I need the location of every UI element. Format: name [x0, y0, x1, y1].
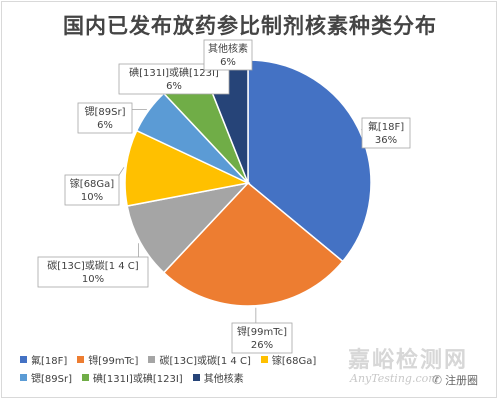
data-label-name: 碘[131I]或碘[123I]	[129, 66, 219, 79]
watermark-sub: AnyTesting.com	[350, 372, 439, 385]
watermark-main: 嘉峪检测网	[348, 348, 469, 373]
label-leader-line	[118, 167, 125, 176]
legend-swatch	[148, 355, 156, 363]
data-label-box	[37, 256, 149, 288]
legend-item: 锝[99mTc]	[77, 352, 138, 367]
legend-label: 碘[131I]或碘[123I]	[93, 373, 183, 385]
chart-title: 国内已发布放药参比制剂核素种类分布	[63, 14, 437, 38]
data-label-name: 锝[99mTc]	[237, 326, 287, 338]
legend-item: 锶[89Sr]	[20, 370, 72, 385]
data-label-value: 10%	[82, 274, 104, 285]
chart-legend: 氟[18F] 锝[99mTc] 碳[13C]或碳[1 4 C] 镓[68Ga] 锶[8…	[20, 350, 340, 386]
data-label-box	[203, 39, 253, 71]
legend-item: 氟[18F]	[20, 352, 67, 367]
data-label-name: 氟[18F]	[368, 120, 404, 133]
data-label-name: 镓[68Ga]	[70, 178, 115, 190]
legend-swatch	[260, 355, 268, 363]
legend-label: 氟[18F]	[31, 355, 68, 367]
legend-swatch	[20, 355, 27, 363]
data-label-box	[361, 117, 411, 149]
data-label-name: 锶[89Sr]	[85, 105, 126, 118]
legend-swatch	[77, 355, 85, 363]
legend-swatch	[82, 373, 89, 381]
data-label-box	[231, 322, 293, 354]
legend-label: 锶[89Sr]	[31, 373, 72, 385]
legend-item: 碘[131I]或碘[123I]	[82, 370, 183, 385]
watermark-badge-text: 注册圈	[445, 374, 479, 387]
data-label-value: 6%	[166, 81, 182, 92]
data-label-box	[64, 174, 120, 206]
legend-item: 其他核素	[192, 370, 244, 385]
legend-swatch	[20, 373, 27, 381]
wechat-icon: ✆	[432, 373, 443, 387]
data-label-value: 10%	[81, 192, 103, 203]
legend-label: 镓[68Ga]	[271, 355, 317, 367]
legend-label: 锝[99mTc]	[88, 355, 139, 367]
pie-slice	[124, 129, 251, 207]
data-label-value: 6%	[97, 120, 113, 131]
pie-slice	[162, 181, 344, 307]
pie-slice	[247, 59, 372, 263]
data-label-name: 碳[13C]或碳[1 4 C]	[47, 259, 138, 272]
data-label-name: 其他核素	[208, 42, 248, 55]
watermark: 嘉峪检测网 AnyTesting.com ✆ 注册圈	[348, 342, 498, 398]
watermark-badge: ✆ 注册圈	[432, 372, 478, 388]
legend-item: 碳[13C]或碳[1 4 C]	[148, 352, 251, 367]
data-label-value: 6%	[220, 57, 236, 68]
data-label-value: 26%	[251, 340, 273, 351]
legend-label: 其他核素	[203, 373, 244, 385]
legend-swatch	[192, 373, 200, 381]
data-label-value: 36%	[375, 135, 397, 146]
legend-label: 碳[13C]或碳[1 4 C]	[159, 355, 251, 367]
legend-item: 镓[68Ga]	[260, 352, 317, 367]
data-label-box	[77, 102, 133, 134]
pie-slice	[126, 181, 251, 274]
